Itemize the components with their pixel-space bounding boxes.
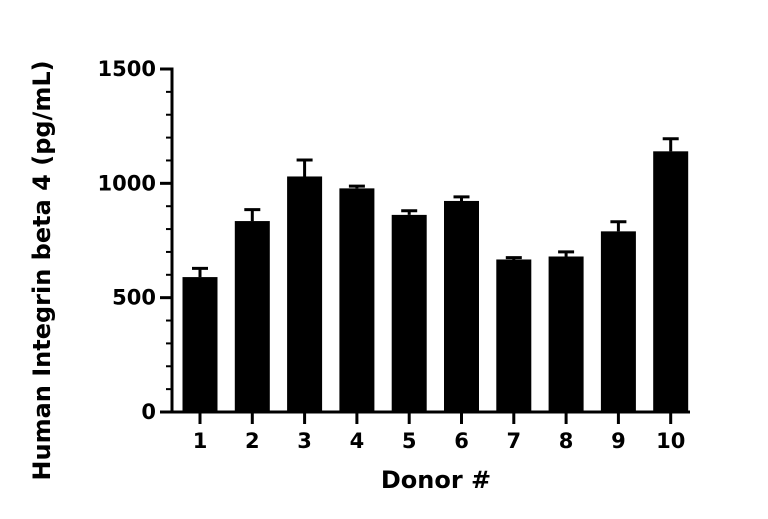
error-bar — [505, 256, 522, 260]
error-bar — [401, 209, 418, 215]
x-tick-label: 6 — [454, 429, 469, 453]
bar — [182, 277, 218, 412]
x-tick-label: 7 — [506, 429, 521, 453]
y-tick-label: 1000 — [98, 171, 156, 195]
x-tick-label: 4 — [350, 429, 365, 453]
error-bars — [192, 137, 679, 278]
error-bar — [296, 158, 313, 177]
bar — [548, 256, 584, 412]
bar — [339, 188, 375, 412]
x-tick-label: 5 — [402, 429, 417, 453]
error-bar — [453, 195, 470, 201]
bar — [600, 231, 636, 412]
x-tick-label: 3 — [297, 429, 312, 453]
error-bar — [348, 184, 365, 189]
x-tick-label: 2 — [245, 429, 260, 453]
bar — [234, 221, 270, 412]
y-tick-label: 0 — [141, 400, 156, 424]
bar — [444, 200, 479, 412]
x-tick-label: 10 — [656, 429, 685, 453]
y-axis-ticks: 0 500 1000 1500 — [98, 57, 172, 424]
error-bar — [244, 208, 261, 222]
bar — [287, 176, 323, 412]
x-tick-label: 1 — [193, 429, 208, 453]
bars — [182, 151, 689, 412]
bar — [391, 214, 427, 412]
error-bar — [558, 250, 575, 257]
y-axis-title: Human Integrin beta 4 (pg/mL) — [28, 60, 56, 480]
bar — [496, 259, 532, 412]
y-tick-label: 1500 — [98, 57, 156, 81]
error-bar — [192, 266, 208, 278]
y-tick-label: 500 — [112, 286, 156, 310]
x-axis-ticks: 1 2 3 4 5 6 7 8 9 10 — [193, 412, 685, 453]
x-axis-title: Donor # — [381, 466, 491, 494]
error-bar — [610, 220, 627, 232]
error-bar — [662, 137, 679, 152]
x-tick-label: 9 — [611, 429, 626, 453]
bar — [653, 151, 689, 412]
x-tick-label: 8 — [559, 429, 574, 453]
